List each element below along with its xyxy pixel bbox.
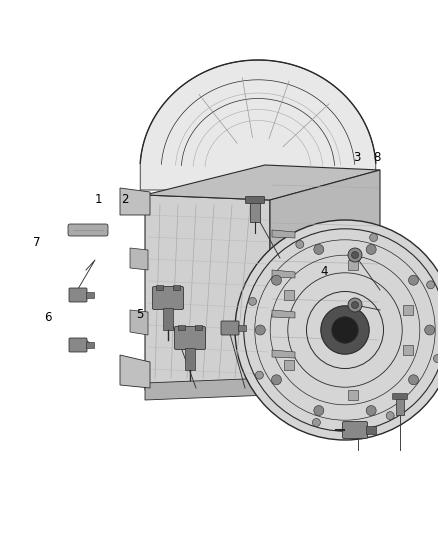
Circle shape <box>348 248 362 262</box>
Circle shape <box>352 252 358 259</box>
Bar <box>348 391 358 400</box>
Bar <box>163 308 173 330</box>
Circle shape <box>386 411 394 419</box>
Circle shape <box>321 306 369 354</box>
Polygon shape <box>130 310 148 335</box>
Text: 2: 2 <box>121 193 129 206</box>
Bar <box>185 348 195 370</box>
Polygon shape <box>145 165 380 200</box>
Circle shape <box>248 297 257 305</box>
Circle shape <box>312 418 320 426</box>
Bar <box>173 285 180 290</box>
Circle shape <box>352 302 358 309</box>
FancyBboxPatch shape <box>174 327 205 350</box>
Bar <box>86 342 94 348</box>
Polygon shape <box>130 248 148 270</box>
Text: 3: 3 <box>353 151 360 164</box>
Circle shape <box>409 375 419 385</box>
Circle shape <box>235 220 438 440</box>
Text: 4: 4 <box>320 265 328 278</box>
Circle shape <box>314 245 324 254</box>
Polygon shape <box>120 188 150 215</box>
Polygon shape <box>120 355 150 388</box>
Text: 8: 8 <box>373 151 380 164</box>
Polygon shape <box>272 230 295 238</box>
Bar <box>238 325 246 331</box>
Bar <box>348 260 358 270</box>
Circle shape <box>348 298 362 312</box>
Circle shape <box>272 375 282 385</box>
Circle shape <box>272 275 282 285</box>
Polygon shape <box>272 310 295 318</box>
Circle shape <box>332 317 358 343</box>
Text: 6: 6 <box>44 311 52 324</box>
Bar <box>284 360 294 370</box>
FancyBboxPatch shape <box>69 288 87 302</box>
FancyBboxPatch shape <box>152 287 184 310</box>
Polygon shape <box>272 350 295 358</box>
Polygon shape <box>140 60 376 190</box>
FancyBboxPatch shape <box>69 338 87 352</box>
Circle shape <box>255 325 265 335</box>
Bar <box>403 345 413 356</box>
Circle shape <box>366 245 376 254</box>
Circle shape <box>314 406 324 416</box>
Circle shape <box>434 354 438 362</box>
Bar <box>366 426 376 434</box>
Text: 5: 5 <box>137 308 144 321</box>
Circle shape <box>255 371 263 379</box>
Bar <box>195 325 202 330</box>
Circle shape <box>409 275 419 285</box>
Circle shape <box>427 281 434 289</box>
Polygon shape <box>272 270 295 278</box>
Text: 1: 1 <box>95 193 102 206</box>
FancyBboxPatch shape <box>343 422 367 439</box>
Polygon shape <box>145 195 270 390</box>
Bar <box>396 397 404 415</box>
Bar <box>86 292 94 298</box>
FancyBboxPatch shape <box>392 393 407 400</box>
Bar <box>403 304 413 314</box>
Bar <box>284 289 294 300</box>
Circle shape <box>296 240 304 248</box>
Bar <box>156 285 163 290</box>
Polygon shape <box>270 170 380 380</box>
Bar <box>250 200 260 222</box>
Text: 7: 7 <box>33 236 41 249</box>
FancyBboxPatch shape <box>68 224 108 236</box>
FancyBboxPatch shape <box>246 197 265 204</box>
FancyBboxPatch shape <box>221 321 239 335</box>
Bar <box>178 325 185 330</box>
Circle shape <box>425 325 434 335</box>
Polygon shape <box>145 378 270 400</box>
Circle shape <box>370 233 378 241</box>
Circle shape <box>366 406 376 416</box>
